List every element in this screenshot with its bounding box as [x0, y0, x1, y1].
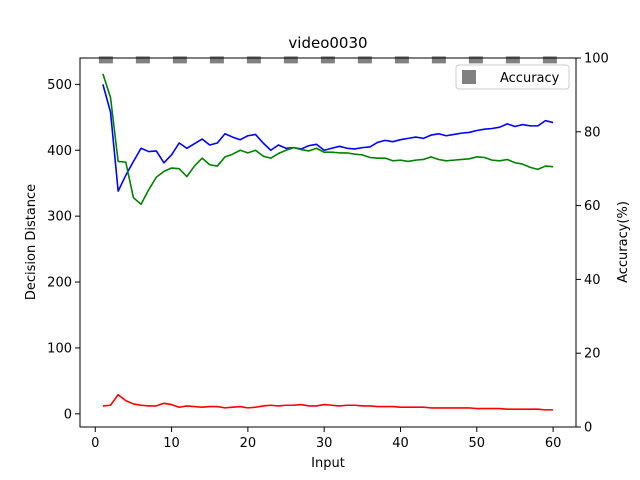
y2-tick-label: 0	[584, 421, 592, 436]
y2-axis-label: Accuracy(%)	[616, 201, 631, 283]
x-tick-label: 60	[545, 436, 562, 451]
x-axis-label: Input	[311, 456, 345, 471]
y-tick-label: 300	[47, 210, 72, 225]
x-tick-label: 40	[392, 436, 409, 451]
plot-frame	[79, 57, 577, 428]
y-tick-label: 400	[47, 144, 72, 159]
chart-title: video0030	[288, 34, 367, 52]
y-tick-label: 100	[47, 341, 72, 356]
y-tick-label: 200	[47, 276, 72, 291]
y-tick-label: 500	[47, 78, 72, 93]
series-layer	[102, 73, 554, 411]
series-line-1	[102, 84, 554, 192]
y2-tick-label: 60	[584, 199, 601, 214]
y2-tick-label: 20	[584, 347, 601, 362]
x-tick-label: 50	[469, 436, 486, 451]
x-tick-label: 20	[240, 436, 257, 451]
series-line-3	[102, 393, 554, 411]
x-tick-label: 0	[91, 436, 99, 451]
x-tick-label: 10	[163, 436, 180, 451]
legend-box	[455, 64, 570, 90]
legend-accuracy-label: Accuracy	[500, 71, 560, 86]
series-line-2	[102, 73, 554, 206]
y-axis-label: Decision Distance	[24, 184, 39, 300]
x-axis: 0 10 20 30 40 50 60	[91, 427, 561, 451]
y-axis-right: 0 20 40 60 80 100	[576, 52, 609, 436]
y2-tick-label: 100	[584, 52, 609, 67]
legend-accuracy-swatch	[462, 70, 476, 84]
y-tick-label: 0	[64, 407, 72, 422]
y2-tick-label: 40	[584, 273, 601, 288]
y2-tick-label: 80	[584, 125, 601, 140]
legend: Accuracy	[455, 64, 570, 90]
y-axis-left: 0 100 200 300 400 500	[47, 78, 80, 422]
x-tick-label: 30	[316, 436, 333, 451]
